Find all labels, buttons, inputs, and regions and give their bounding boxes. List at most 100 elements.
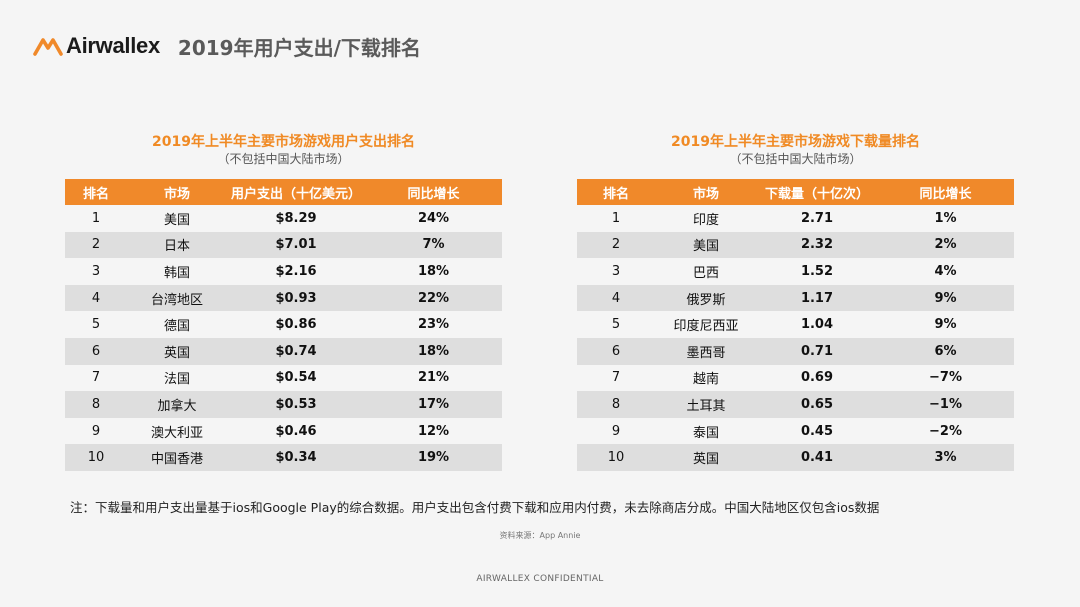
rank-cell: 5 — [65, 311, 127, 338]
market-cell: 英国 — [127, 337, 227, 365]
market-cell: 澳大利亚 — [127, 417, 227, 445]
rank-cell: 9 — [577, 417, 655, 445]
value-cell: 0.65 — [757, 391, 877, 418]
growth-cell: 21% — [365, 364, 502, 392]
spending-table-body: 1 美国 $8.29 24% 2 日本 $7.01 7% 3 韩国 $2.16 18% 4 台湾地区 $0.… — [65, 205, 502, 471]
downloads-table-subtitle: （不包括中国大陆市场） — [729, 152, 862, 166]
value-cell: $0.74 — [227, 337, 365, 365]
value-cell: $7.01 — [227, 231, 365, 259]
rank-cell: 4 — [577, 284, 655, 312]
table-row: 6 英国 $0.74 18% — [65, 337, 502, 365]
table-row: 1 美国 $8.29 24% — [65, 205, 502, 232]
table-header-row: 排名 市场 下载量（十亿次） 同比增长 — [577, 179, 1014, 205]
growth-cell: 7% — [365, 231, 502, 259]
growth-cell: −7% — [877, 364, 1014, 392]
rank-cell: 5 — [577, 311, 655, 338]
market-cell: 韩国 — [127, 258, 227, 285]
market-cell: 墨西哥 — [655, 337, 757, 365]
header: Airwallex 2019年用户支出/下载排名 — [33, 28, 421, 64]
table-row: 3 韩国 $2.16 18% — [65, 258, 502, 285]
value-cell: 0.45 — [757, 417, 877, 445]
growth-cell: 2% — [877, 231, 1014, 259]
spending-table-subtitle: （不包括中国大陆市场） — [217, 152, 350, 166]
value-cell: $2.16 — [227, 258, 365, 285]
market-cell: 中国香港 — [127, 444, 227, 471]
table-row: 5 印度尼西亚 1.04 9% — [577, 311, 1014, 338]
value-cell: $0.34 — [227, 444, 365, 471]
rank-cell: 10 — [577, 444, 655, 471]
value-cell: $0.46 — [227, 417, 365, 445]
column-header: 市场 — [127, 179, 227, 205]
table-row: 2 美国 2.32 2% — [577, 231, 1014, 259]
growth-cell: −1% — [877, 391, 1014, 418]
value-cell: $0.86 — [227, 311, 365, 338]
market-cell: 美国 — [127, 205, 227, 232]
rank-cell: 2 — [65, 231, 127, 259]
rank-cell: 8 — [65, 391, 127, 418]
rank-cell: 6 — [65, 337, 127, 365]
value-cell: 0.41 — [757, 444, 877, 471]
value-cell: 1.17 — [757, 284, 877, 312]
market-cell: 巴西 — [655, 258, 757, 285]
table-row: 9 泰国 0.45 −2% — [577, 417, 1014, 445]
table-row: 8 土耳其 0.65 −1% — [577, 391, 1014, 418]
column-header: 同比增长 — [365, 179, 502, 205]
column-header: 排名 — [577, 179, 655, 205]
column-header: 下载量（十亿次） — [757, 179, 877, 205]
rank-cell: 7 — [577, 364, 655, 392]
table-row: 9 澳大利亚 $0.46 12% — [65, 417, 502, 445]
rank-cell: 8 — [577, 391, 655, 418]
rank-cell: 3 — [577, 258, 655, 285]
value-cell: $8.29 — [227, 205, 365, 232]
column-header: 排名 — [65, 179, 127, 205]
value-cell: 0.69 — [757, 364, 877, 392]
downloads-table-body: 1 印度 2.71 1% 2 美国 2.32 2% 3 巴西 1.52 4% 4 俄罗斯 1.17 9% 5 印度… — [577, 205, 1014, 471]
table-row: 5 德国 $0.86 23% — [65, 311, 502, 338]
rank-cell: 1 — [577, 205, 655, 232]
growth-cell: 18% — [365, 337, 502, 365]
airwallex-logo: Airwallex — [33, 33, 160, 59]
table-header-row: 排名 市场 用户支出（十亿美元） 同比增长 — [65, 179, 502, 205]
value-cell: 2.32 — [757, 231, 877, 259]
rank-cell: 10 — [65, 444, 127, 471]
rank-cell: 3 — [65, 258, 127, 285]
market-cell: 美国 — [655, 231, 757, 259]
market-cell: 印度 — [655, 205, 757, 232]
market-cell: 印度尼西亚 — [655, 311, 757, 338]
page-title: 2019年用户支出/下载排名 — [177, 35, 421, 60]
market-cell: 德国 — [127, 311, 227, 338]
rank-cell: 2 — [577, 231, 655, 259]
rank-cell: 1 — [65, 205, 127, 232]
value-cell: 1.52 — [757, 258, 877, 285]
table-row: 1 印度 2.71 1% — [577, 205, 1014, 232]
growth-cell: 22% — [365, 284, 502, 312]
confidential-footer: AIRWALLEX CONFIDENTIAL — [476, 574, 604, 584]
spending-table: 排名 市场 用户支出（十亿美元） 同比增长 1 美国 $8.29 24% 2 日本 $7.0… — [65, 179, 502, 471]
airwallex-logo-icon — [33, 38, 63, 56]
growth-cell: 1% — [877, 205, 1014, 232]
growth-cell: 3% — [877, 444, 1014, 471]
column-header: 同比增长 — [877, 179, 1014, 205]
source-credit: 资料来源：App Annie — [499, 531, 581, 540]
growth-cell: 6% — [877, 337, 1014, 365]
table-row: 4 俄罗斯 1.17 9% — [577, 284, 1014, 312]
column-header: 用户支出（十亿美元） — [227, 179, 365, 205]
market-cell: 泰国 — [655, 417, 757, 445]
market-cell: 加拿大 — [127, 391, 227, 418]
table-row: 10 中国香港 $0.34 19% — [65, 444, 502, 471]
value-cell: 2.71 — [757, 205, 877, 232]
footnote: 注：下载量和用户支出量基于ios和Google Play的综合数据。用户支出包含… — [70, 500, 880, 515]
growth-cell: 9% — [877, 284, 1014, 312]
table-row: 4 台湾地区 $0.93 22% — [65, 284, 502, 312]
growth-cell: 4% — [877, 258, 1014, 285]
table-row: 8 加拿大 $0.53 17% — [65, 391, 502, 418]
column-header: 市场 — [655, 179, 757, 205]
rank-cell: 4 — [65, 284, 127, 312]
value-cell: $0.93 — [227, 284, 365, 312]
table-row: 7 法国 $0.54 21% — [65, 364, 502, 392]
spending-table-title: 2019年上半年主要市场游戏用户支出排名 — [152, 134, 415, 150]
market-cell: 日本 — [127, 231, 227, 259]
market-cell: 土耳其 — [655, 391, 757, 418]
growth-cell: 18% — [365, 258, 502, 285]
table-row: 6 墨西哥 0.71 6% — [577, 337, 1014, 365]
